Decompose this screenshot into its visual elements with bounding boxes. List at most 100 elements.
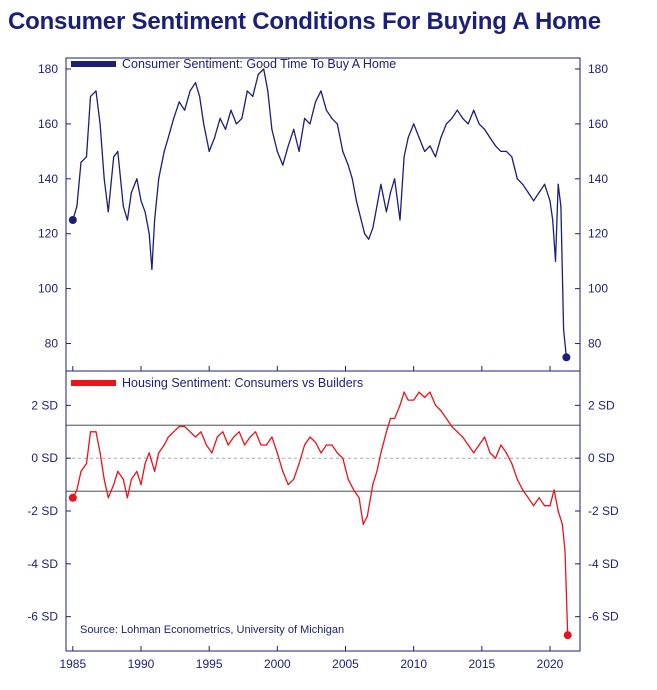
housing-sentiment-point xyxy=(113,483,115,486)
consumer-sentiment-point xyxy=(309,123,311,125)
housing-sentiment-point xyxy=(107,497,109,499)
consumer-sentiment-point xyxy=(368,238,370,240)
housing-sentiment-point xyxy=(325,444,328,446)
consumer-sentiment-point xyxy=(154,219,156,221)
consumer-sentiment-point xyxy=(456,109,458,111)
housing-sentiment-point xyxy=(238,431,240,433)
housing-sentiment-point xyxy=(222,431,224,433)
consumer-sentiment-point xyxy=(287,145,289,147)
consumer-sentiment-point xyxy=(418,137,420,139)
consumer-sentiment-point xyxy=(355,200,358,202)
x-tick-label: 2010 xyxy=(400,657,427,671)
housing-sentiment-point xyxy=(393,417,396,420)
consumer-sentiment-point xyxy=(189,90,191,92)
housing-sentiment-point xyxy=(553,489,555,491)
housing-sentiment-point xyxy=(511,462,513,465)
x-tick-label: 1990 xyxy=(128,657,155,671)
housing-sentiment-point xyxy=(434,404,437,406)
consumer-sentiment-point xyxy=(359,216,362,218)
housing-sentiment-point xyxy=(200,431,202,433)
housing-sentiment-point xyxy=(227,444,229,446)
housing-sentiment-point xyxy=(358,497,360,499)
consumer-sentiment-point xyxy=(194,82,197,84)
consumer-sentiment-line xyxy=(72,68,568,358)
housing-sentiment-point xyxy=(380,452,382,454)
consumer-sentiment-point xyxy=(527,191,529,194)
y-tick-label-left: 160 xyxy=(38,117,58,131)
y-tick-label-right: -2 SD xyxy=(588,504,619,518)
consumer-sentiment-point xyxy=(130,191,133,194)
housing-sentiment-point xyxy=(440,410,442,412)
housing-sentiment-point xyxy=(80,470,82,472)
y-tick-label-left: 120 xyxy=(38,227,58,241)
consumer-sentiment-point xyxy=(122,205,124,207)
consumer-sentiment-point xyxy=(393,178,396,180)
consumer-sentiment-point xyxy=(140,200,142,202)
consumer-sentiment-point xyxy=(478,123,480,125)
consumer-sentiment-point xyxy=(363,233,366,235)
housing-sentiment-point xyxy=(303,444,306,446)
housing-sentiment-point xyxy=(500,444,502,446)
consumer-sentiment-point xyxy=(184,109,186,111)
consumer-sentiment-point xyxy=(372,227,374,229)
consumer-sentiment-point xyxy=(380,183,382,185)
housing-sentiment-point xyxy=(429,391,431,393)
housing-sentiment-point xyxy=(473,452,475,454)
housing-sentiment-point xyxy=(260,444,262,446)
x-tick-label: 2000 xyxy=(264,657,291,671)
housing-sentiment-point xyxy=(103,478,105,480)
consumer-sentiment-point xyxy=(473,109,475,111)
housing-sentiment-point xyxy=(184,425,186,428)
x-tick-label: 1985 xyxy=(59,657,86,671)
y-tick-label-left: -4 SD xyxy=(27,557,58,571)
consumer-sentiment-point xyxy=(440,137,442,139)
consumer-sentiment-point xyxy=(219,117,221,120)
housing-sentiment-point xyxy=(89,431,92,433)
consumer-sentiment-point xyxy=(563,329,565,331)
consumer-sentiment-point xyxy=(276,150,278,152)
housing-sentiment-point xyxy=(276,452,278,454)
housing-sentiment-point xyxy=(478,444,480,446)
housing-sentiment-point xyxy=(376,470,378,472)
y-tick-label-left: 100 xyxy=(38,282,58,296)
consumer-sentiment-point xyxy=(76,205,78,207)
consumer-sentiment-point xyxy=(445,123,447,125)
housing-sentiment-point xyxy=(173,431,175,433)
housing-sentiment-point xyxy=(445,417,447,420)
housing-sentiment-point xyxy=(538,497,540,499)
consumer-sentiment-point xyxy=(538,191,540,194)
housing-sentiment-point xyxy=(505,452,507,454)
housing-sentiment-point xyxy=(342,457,344,459)
y-tick-label-right: 100 xyxy=(588,282,608,296)
y-tick-label-right: 0 SD xyxy=(588,451,615,465)
housing-sentiment-point xyxy=(254,431,257,433)
housing-sentiment-point xyxy=(271,436,273,438)
consumer-sentiment-point xyxy=(557,183,559,185)
y-tick-label-left: 2 SD xyxy=(31,398,58,412)
consumer-sentiment-point xyxy=(95,90,97,92)
housing-sentiment-point xyxy=(399,404,401,406)
y-tick-label-right: 140 xyxy=(588,172,608,186)
top-panel-frame xyxy=(65,57,581,372)
housing-sentiment-point xyxy=(158,452,160,454)
y-tick-label-left: 140 xyxy=(38,172,58,186)
consumer-sentiment-point xyxy=(500,150,502,152)
housing-sentiment-point xyxy=(467,444,469,446)
consumer-sentiment-endpoint xyxy=(68,215,77,224)
housing-sentiment-point xyxy=(130,478,133,480)
housing-sentiment-point xyxy=(336,452,338,454)
y-tick-label-left: 180 xyxy=(38,62,58,76)
housing-sentiment-point xyxy=(483,436,486,438)
x-tick-label: 2015 xyxy=(468,657,495,671)
consumer-sentiment-point xyxy=(483,128,486,130)
consumer-sentiment-point xyxy=(151,268,153,271)
housing-sentiment-point xyxy=(298,462,300,465)
x-tick-label: 2005 xyxy=(332,657,359,671)
housing-sentiment-point xyxy=(516,478,518,480)
housing-sentiment-point xyxy=(314,441,317,443)
consumer-sentiment-point xyxy=(298,150,300,152)
consumer-sentiment-point xyxy=(293,128,295,130)
housing-sentiment-point xyxy=(418,391,420,393)
consumer-sentiment-point xyxy=(494,145,497,147)
y-tick-label-right: 2 SD xyxy=(588,398,615,412)
